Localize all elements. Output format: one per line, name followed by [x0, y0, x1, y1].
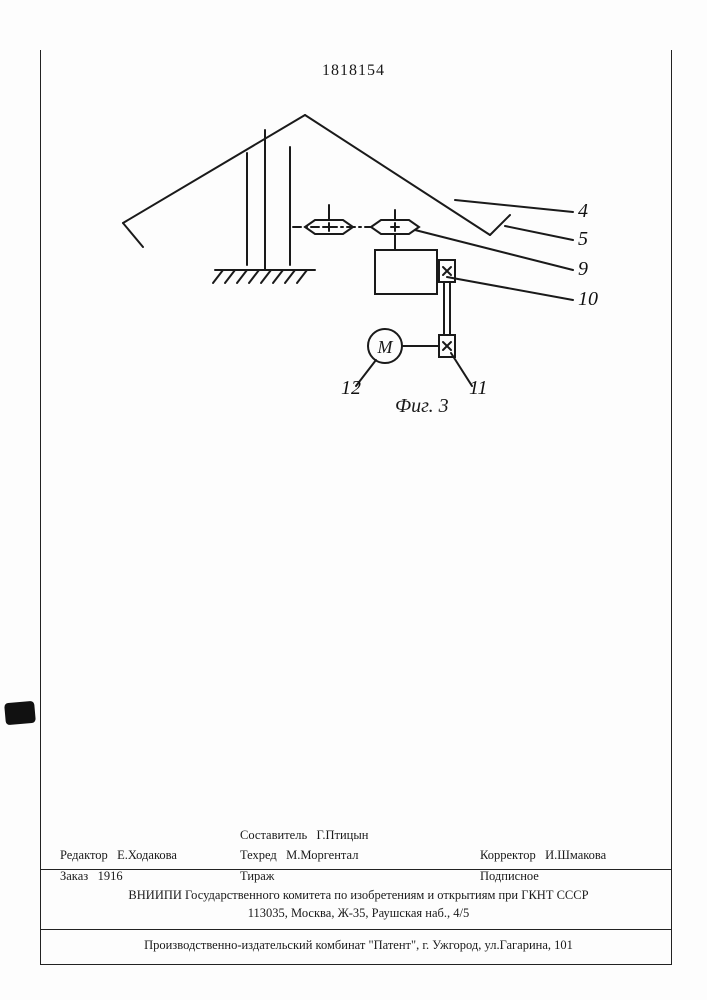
motor-label: М	[377, 337, 394, 357]
hatch	[237, 270, 247, 283]
leader-4	[455, 200, 573, 212]
redactor-label: Редактор	[60, 848, 108, 862]
redactor-name: Е.Ходакова	[117, 848, 177, 862]
gearbox	[375, 250, 437, 294]
hatch	[249, 270, 259, 283]
callout-11: 11	[469, 377, 488, 400]
figure-caption: Фиг. 3	[395, 395, 449, 418]
right-coupler-x	[391, 223, 399, 231]
hatch	[225, 270, 235, 283]
ink-blot-artifact	[4, 701, 36, 726]
left-arm-tick	[123, 223, 143, 247]
hatch	[297, 270, 307, 283]
right-arm	[305, 115, 490, 235]
zakaz-label: Заказ	[60, 869, 88, 883]
left-arm	[123, 115, 305, 223]
blank	[60, 825, 230, 845]
sostavitel-name: Г.Птицын	[317, 828, 369, 842]
imprint-block-1: Заказ 1916 Тираж Подписное ВНИИПИ Госуда…	[60, 867, 657, 923]
vniipi-line: ВНИИПИ Государственного комитета по изоб…	[60, 886, 657, 905]
zakaz-no: 1916	[98, 869, 123, 883]
hatch	[273, 270, 283, 283]
korrector-name: И.Шмакова	[545, 848, 606, 862]
callout-9: 9	[578, 258, 588, 281]
blank	[480, 825, 657, 845]
patent-number: 1818154	[0, 62, 707, 80]
leader-5	[505, 226, 573, 240]
bottom-coupling-x	[443, 342, 451, 350]
korrector-label: Корректор	[480, 848, 536, 862]
diagram-container: М 4 5 9 10 11 12 Фиг. 3	[95, 105, 625, 420]
credits-block: Составитель Г.Птицын Редактор Е.Ходакова…	[60, 825, 657, 865]
tekhred-name: М.Моргентал	[286, 848, 358, 862]
address-line: 113035, Москва, Ж-35, Раушская наб., 4/5	[60, 904, 657, 923]
callout-5: 5	[578, 228, 588, 251]
hatch	[285, 270, 295, 283]
mechanical-diagram: М	[95, 105, 625, 420]
sostavitel-label: Составитель	[240, 828, 307, 842]
top-coupling-x	[443, 267, 451, 275]
hatch	[213, 270, 223, 283]
tekhred-label: Техред	[240, 848, 277, 862]
divider	[40, 929, 672, 930]
podpisnoe: Подписное	[480, 867, 539, 886]
right-arm-tick	[490, 215, 510, 235]
tirazh-label: Тираж	[240, 867, 470, 886]
press-line: Производственно-издательский комбинат "П…	[60, 936, 657, 955]
callout-10: 10	[578, 288, 598, 311]
leader-10	[447, 277, 573, 300]
hatch	[261, 270, 271, 283]
callout-12: 12	[341, 377, 361, 400]
callout-4: 4	[578, 200, 588, 223]
